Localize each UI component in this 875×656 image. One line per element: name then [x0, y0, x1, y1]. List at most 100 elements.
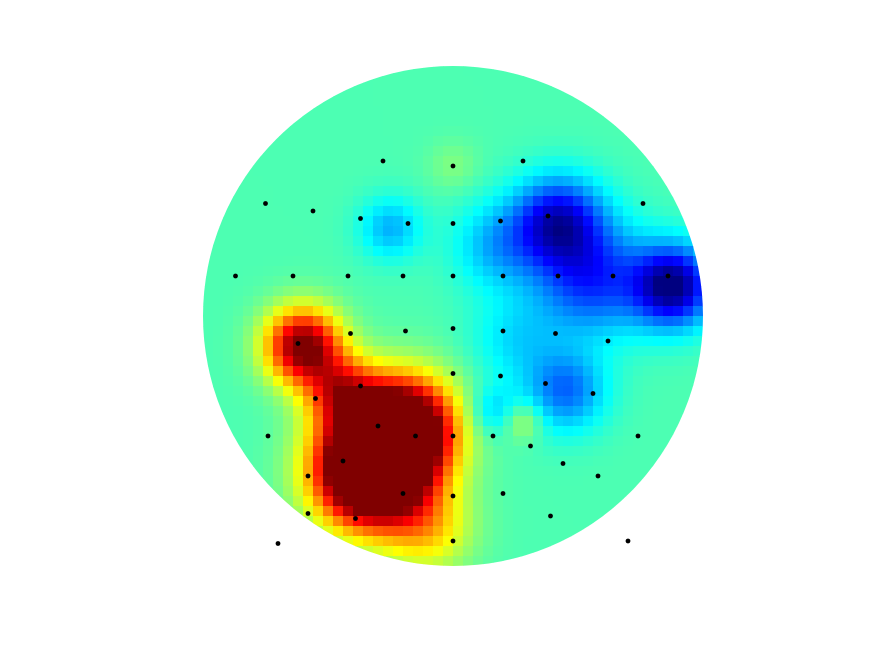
heatmap-cell	[353, 476, 364, 487]
heatmap-cell	[223, 396, 234, 407]
electrode-point	[500, 328, 506, 334]
heatmap-cell	[473, 376, 484, 387]
heatmap-cell	[533, 516, 544, 527]
heatmap-cell	[373, 366, 384, 377]
heatmap-cell	[623, 176, 634, 187]
heatmap-cell	[353, 196, 364, 207]
heatmap-cell	[433, 506, 444, 517]
heatmap-cell	[573, 506, 584, 517]
heatmap-cell	[493, 266, 504, 277]
heatmap-cell	[663, 256, 674, 267]
heatmap-cell	[543, 356, 554, 367]
heatmap-cell	[293, 486, 304, 497]
heatmap-cell	[603, 356, 614, 367]
heatmap-cell	[483, 546, 494, 557]
heatmap-cell	[243, 236, 254, 247]
heatmap-cell	[283, 226, 294, 237]
heatmap-cell	[643, 406, 654, 417]
heatmap-cell	[633, 396, 644, 407]
heatmap-cell	[423, 196, 434, 207]
heatmap-cell	[483, 246, 494, 257]
heatmap-cell	[443, 266, 454, 277]
heatmap-cell	[363, 206, 374, 217]
heatmap-cell	[673, 216, 684, 227]
heatmap-cell	[543, 306, 554, 317]
heatmap-cell	[493, 476, 504, 487]
heatmap-cell	[443, 536, 454, 547]
heatmap-cell	[543, 286, 554, 297]
heatmap-cell	[623, 126, 634, 137]
heatmap-cell	[653, 256, 664, 267]
heatmap-cell	[553, 516, 564, 527]
heatmap-cell	[303, 176, 314, 187]
heatmap-cell	[323, 296, 334, 307]
heatmap-cell	[643, 146, 654, 157]
heatmap-cell	[653, 416, 664, 427]
heatmap-cell	[503, 66, 514, 77]
heatmap-cell	[553, 196, 564, 207]
heatmap-cell	[633, 146, 644, 157]
heatmap-cell	[493, 306, 504, 317]
heatmap-cell	[513, 286, 524, 297]
heatmap-cell	[313, 406, 324, 417]
heatmap-cell	[483, 296, 494, 307]
heatmap-cell	[223, 276, 234, 287]
heatmap-cell	[393, 326, 404, 337]
heatmap-cell	[653, 156, 664, 167]
heatmap-cell	[673, 416, 684, 427]
heatmap-cell	[333, 86, 344, 97]
heatmap-cell	[623, 276, 634, 287]
heatmap-cell	[273, 486, 284, 497]
heatmap-cell	[383, 86, 394, 97]
heatmap-cell	[643, 346, 654, 357]
heatmap-cell	[283, 416, 294, 427]
heatmap-cell	[413, 466, 424, 477]
heatmap-cell	[363, 96, 374, 107]
heatmap-cell	[313, 256, 324, 267]
heatmap-cell	[653, 406, 664, 417]
heatmap-cell	[513, 106, 524, 117]
heatmap-cell	[413, 526, 424, 537]
heatmap-cell	[623, 496, 634, 507]
heatmap-cell	[573, 496, 584, 507]
heatmap-cell	[503, 556, 514, 566]
heatmap-cell	[443, 426, 454, 437]
heatmap-cell	[483, 166, 494, 177]
heatmap-cell	[593, 126, 604, 137]
heatmap-cell	[513, 196, 524, 207]
heatmap-cell	[433, 546, 444, 557]
heatmap-cell	[393, 466, 404, 477]
heatmap-cell	[503, 186, 514, 197]
heatmap-cell	[363, 236, 374, 247]
heatmap-cell	[263, 456, 274, 467]
heatmap-cell	[233, 266, 244, 277]
heatmap-cell	[393, 266, 404, 277]
heatmap-cell	[273, 186, 284, 197]
heatmap-cell	[273, 306, 284, 317]
heatmap-cell	[563, 366, 574, 377]
heatmap-cell	[563, 156, 574, 167]
heatmap-cell	[353, 506, 364, 517]
heatmap-cell	[353, 256, 364, 267]
heatmap-cell	[523, 496, 534, 507]
heatmap-cell	[543, 296, 554, 307]
heatmap-cell	[573, 356, 584, 367]
heatmap-cell	[353, 136, 364, 147]
heatmap-cell	[333, 276, 344, 287]
heatmap-cell	[303, 466, 314, 477]
heatmap-cell	[463, 496, 474, 507]
heatmap-cell	[583, 526, 594, 537]
heatmap-cell	[673, 396, 684, 407]
heatmap-cell	[643, 196, 654, 207]
heatmap-cell	[323, 506, 334, 517]
heatmap-cell	[443, 116, 454, 127]
electrode-point	[548, 513, 553, 519]
heatmap-cell	[243, 216, 254, 227]
heatmap-cell	[573, 416, 584, 427]
heatmap-cell	[533, 76, 544, 87]
heatmap-cell	[403, 456, 414, 467]
heatmap-cell	[603, 496, 614, 507]
heatmap-cell	[633, 166, 644, 177]
heatmap-cell	[253, 456, 264, 467]
heatmap-cell	[283, 116, 294, 127]
